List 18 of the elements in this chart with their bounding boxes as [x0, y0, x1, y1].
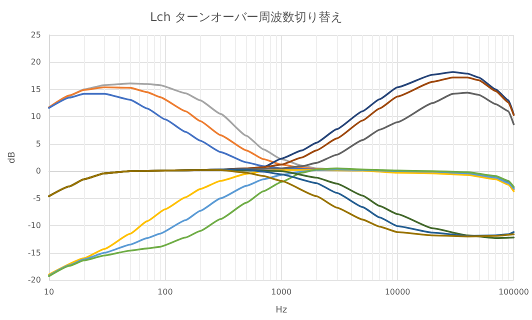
x-tick-label: 100 [158, 288, 173, 296]
x-tick-label: 10000 [384, 288, 410, 296]
y-tick-label: -5 [32, 194, 41, 203]
y-tick-label: 20 [30, 58, 41, 67]
y-tick-label: 0 [36, 166, 41, 176]
y-tick-label: -10 [28, 221, 41, 230]
y-tick-label: 10 [30, 112, 41, 122]
y-tick-label: -15 [28, 248, 41, 258]
chart-title: Lch ターンオーバー周波数切り替え [150, 10, 343, 24]
x-tick-label: 1000 [271, 288, 292, 296]
x-tick-label: 100000 [498, 288, 530, 296]
y-axis-title: dB [8, 152, 18, 164]
y-tick-label: 5 [36, 139, 41, 148]
y-tick-label: 15 [30, 84, 41, 94]
x-tick-label: 10 [44, 288, 54, 296]
y-tick-label: -20 [28, 276, 41, 284]
x-axis-title: Hz [276, 306, 288, 316]
y-tick-label: 25 [30, 30, 41, 40]
